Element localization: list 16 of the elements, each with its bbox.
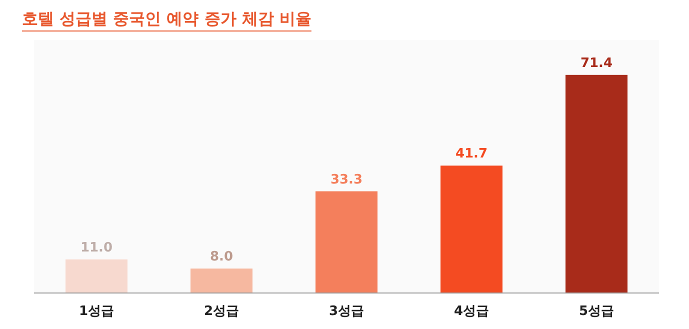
x-tick-label: 4성급: [454, 304, 490, 319]
bar: [566, 74, 628, 293]
bar: [66, 259, 128, 293]
data-label: 33.3: [330, 172, 363, 188]
bar: [440, 166, 502, 293]
data-label: 8.0: [210, 250, 234, 265]
x-tick-label: 1성급: [78, 304, 114, 319]
x-tick-label: 3성급: [328, 304, 364, 319]
bar: [190, 268, 252, 293]
bar: [316, 191, 378, 293]
x-tick-label: 2성급: [204, 304, 240, 319]
data-label: 41.7: [455, 146, 488, 162]
chart-title: 호텔 성급별 중국인 예약 증가 체감 비율: [22, 9, 312, 28]
data-label: 11.0: [80, 240, 113, 256]
data-label: 71.4: [580, 56, 613, 71]
x-tick-label: 5성급: [578, 304, 614, 319]
